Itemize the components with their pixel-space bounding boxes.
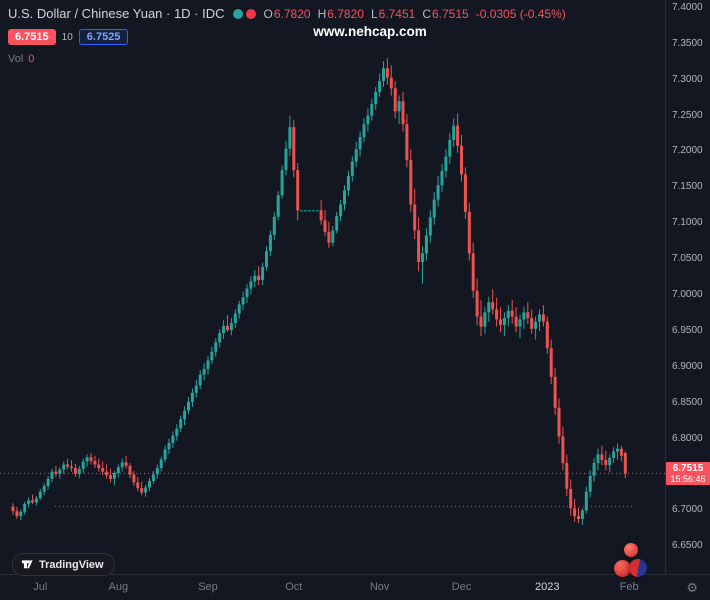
high-value: 6.7820 [327, 6, 364, 21]
time-axis[interactable]: ⚙ Jul Aug Sep Oct Nov Dec 2023 Feb [0, 574, 710, 600]
chart-plot-area[interactable] [0, 0, 665, 575]
x-axis-label: Jul [33, 581, 48, 593]
y-axis-label: 6.8000 [672, 432, 703, 444]
x-axis-label: 2023 [535, 581, 560, 593]
symbol-title[interactable]: U.S. Dollar / Chinese Yuan · 1D · IDC [8, 6, 225, 21]
x-axis-label: Dec [451, 581, 472, 593]
y-axis-label: 6.6500 [672, 540, 703, 552]
candlestick-chart[interactable] [0, 0, 665, 575]
open-label: O [263, 6, 273, 21]
buy-price-button[interactable]: 6.7525 [78, 29, 129, 45]
current-price-badge: 6.7515 15:56:46 [666, 462, 710, 486]
price-axis[interactable]: 6.7515 15:56:46 7.4000 7.3500 7.3000 7.2500… [665, 0, 710, 575]
volume-label: Vol [8, 53, 24, 65]
change-value: -0.0305 (-0.45%) [475, 6, 566, 21]
chart-marker-icon[interactable] [629, 559, 647, 577]
y-axis-label: 7.0500 [672, 253, 703, 265]
y-axis-label: 6.8500 [672, 396, 703, 408]
close-value: 6.7515 [432, 6, 469, 21]
chart-marker-icon[interactable] [614, 560, 631, 577]
tradingview-logo-label: TradingView [39, 558, 104, 571]
alert-dot-icon [245, 8, 256, 19]
high-label: H [317, 6, 327, 21]
y-axis-label: 7.2500 [672, 109, 703, 121]
y-axis-label: 7.2000 [672, 145, 703, 157]
y-axis-label: 7.1000 [672, 217, 703, 229]
gear-icon[interactable]: ⚙ [686, 580, 698, 595]
spread-value: 10 [61, 31, 73, 43]
y-axis-label: 7.1500 [672, 181, 703, 193]
x-axis-label: Sep [198, 581, 218, 593]
x-axis-label: Aug [108, 581, 129, 593]
chart-marker-icon[interactable] [624, 543, 638, 557]
ohlc-values: O 6.7820 H 6.7820 L 6.7451 C 6.7515 -0.0305 … [264, 7, 566, 21]
tradingview-logo-icon [21, 560, 33, 569]
watermark-text: www.nehcap.com [313, 24, 427, 39]
y-axis-label: 6.7000 [672, 504, 703, 516]
low-value: 6.7451 [378, 6, 416, 21]
y-axis-label: 7.3000 [672, 73, 703, 85]
market-status-icon [232, 8, 243, 19]
current-price-value: 6.7515 [672, 463, 704, 475]
x-axis-label: Oct [285, 581, 303, 593]
y-axis-label: 7.3500 [672, 37, 703, 49]
y-axis-label: 6.9000 [672, 360, 703, 372]
x-axis-label: Feb [619, 581, 639, 593]
x-axis-label: Nov [369, 581, 390, 593]
low-label: L [370, 6, 378, 21]
close-label: C [422, 6, 431, 21]
sell-price-button[interactable]: 6.7515 [8, 29, 56, 45]
y-axis-label: 6.9500 [672, 324, 703, 336]
volume-value: 0 [28, 53, 35, 65]
bar-countdown: 15:56:46 [670, 474, 706, 485]
open-value: 6.7820 [273, 6, 311, 21]
y-axis-label: 7.4000 [672, 1, 703, 13]
y-axis-label: 7.0000 [672, 289, 703, 301]
candles-layer [11, 58, 627, 525]
tradingview-logo-button[interactable]: TradingView [12, 553, 115, 576]
